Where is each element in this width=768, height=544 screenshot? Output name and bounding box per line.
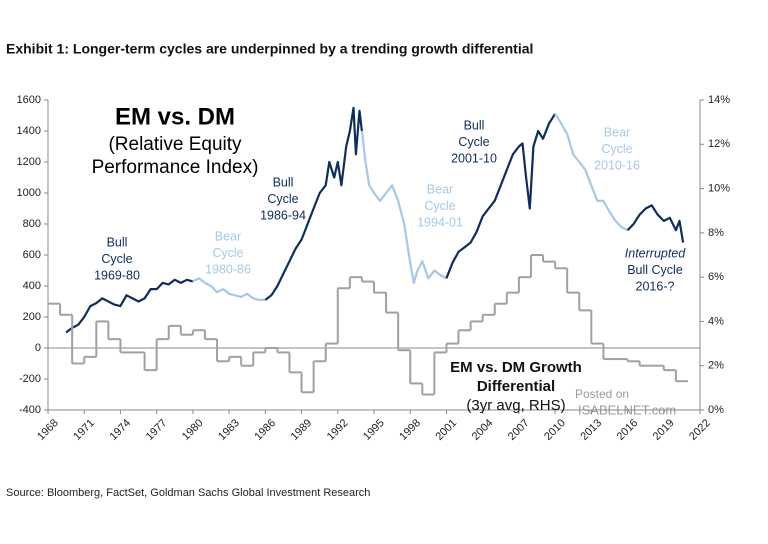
y-tick-label: 800 [23,218,41,230]
x-tick-label: 1974 [107,417,133,443]
series-label: 1986-94 [260,208,306,222]
y-tick-label: 200 [23,311,41,323]
y2-tick-label: 10% [708,182,730,194]
y2-tick-label: 8% [708,227,724,239]
x-tick-label: 1986 [252,417,278,443]
series-label: 2001-10 [451,151,497,165]
y2-tick-label: 0% [708,404,724,416]
series-label: 1969-80 [94,268,140,282]
watermark: Posted on [575,387,629,401]
series-label: 1994-01 [417,215,463,229]
y-tick-label: 1000 [17,187,41,199]
index-line [264,106,363,301]
y-tick-label: 400 [23,280,41,292]
series-label: Bear [215,229,241,243]
series-label: Cycle [101,252,132,266]
y-tick-label: 600 [23,249,41,261]
y2-tick-label: 12% [708,138,730,150]
series-label: Bear [427,182,453,196]
heading: (Relative Equity [108,134,242,155]
x-tick-label: 1992 [325,417,351,443]
x-tick-label: 2022 [687,417,713,443]
series-label: Bear [604,125,630,139]
series-label: Bull [273,175,294,189]
x-tick-label: 1971 [71,417,97,443]
series-label: Differential [477,378,555,395]
series-label: (3yr avg, RHS) [466,397,565,414]
index-line [554,113,629,232]
x-tick-label: 1983 [216,417,242,443]
y-tick-label: -400 [19,404,41,416]
series-label: Bull Cycle [627,263,683,277]
x-tick-label: 2001 [433,417,459,443]
x-tick-label: 1968 [35,417,61,443]
series-label: Bull [107,235,128,249]
index-line [445,113,557,279]
x-tick-label: 1989 [289,417,315,443]
y-tick-label: 1200 [17,156,41,168]
series-label: Bull [464,118,485,132]
series-label: Cycle [424,199,455,213]
index-line [360,130,447,284]
series-label: EM vs. DM Growth [450,359,582,376]
x-tick-label: 2019 [651,417,677,443]
x-tick-label: 2016 [615,417,641,443]
y2-tick-label: 4% [708,315,724,327]
series-label: 1980-86 [205,262,251,276]
series-label: Cycle [601,142,632,156]
x-tick-label: 2007 [506,417,532,443]
chart-title: Exhibit 1: Longer-term cycles are underp… [6,41,533,57]
source-note: Source: Bloomberg, FactSet, Goldman Sach… [6,487,370,499]
index-line [192,277,266,301]
index-line [626,204,685,243]
y2-tick-label: 14% [708,94,730,106]
y-tick-label: 0 [35,342,41,354]
heading: Performance Index) [92,157,259,178]
x-tick-label: 1980 [180,417,206,443]
x-tick-label: 2004 [470,417,496,443]
series-label: 2010-16 [594,158,640,172]
y-tick-label: 1400 [17,125,41,137]
series-label: Cycle [458,135,489,149]
x-tick-label: 1995 [361,417,387,443]
series-label: Cycle [212,246,243,260]
x-tick-label: 1998 [397,417,423,443]
x-tick-label: 2010 [542,417,568,443]
series-label: Cycle [267,192,298,206]
y-tick-label: 1600 [17,94,41,106]
y2-tick-label: 6% [708,271,724,283]
x-tick-label: 2013 [578,417,604,443]
series-label: Interrupted [625,246,687,260]
series-label: 2016-? [636,279,675,293]
index-line [65,278,194,334]
x-tick-label: 1977 [144,417,170,443]
heading: EM vs. DM [115,103,235,130]
y-tick-label: -200 [19,373,41,385]
y2-tick-label: 2% [708,360,724,372]
